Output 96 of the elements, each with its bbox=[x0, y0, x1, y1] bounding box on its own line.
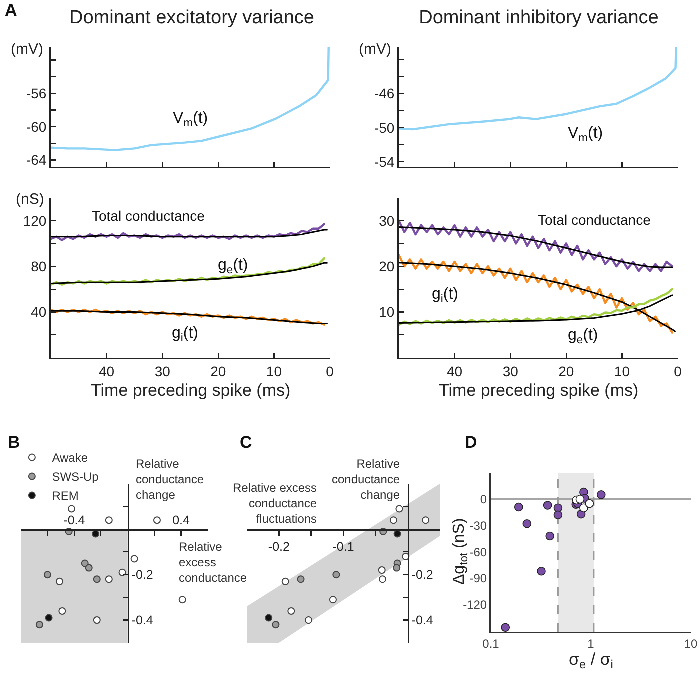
point bbox=[288, 607, 296, 615]
annotation: g$_{e}$(t) bbox=[568, 327, 598, 346]
y-tick-label: 20 bbox=[379, 258, 395, 274]
y-tick-label: -60 bbox=[470, 545, 488, 560]
x-axis-title: Time preceding spike (ms) bbox=[439, 381, 639, 400]
legend-label: REM bbox=[52, 489, 79, 504]
x-tick-label: 30 bbox=[502, 363, 519, 380]
point bbox=[393, 564, 401, 572]
y-tick-label: 0 bbox=[480, 492, 488, 507]
y-tick-label: 40 bbox=[31, 304, 47, 320]
chart-title: Dominant inhibitory variance bbox=[419, 8, 659, 29]
x-tick-label: 0.1 bbox=[482, 636, 500, 651]
x-tick-label: 20 bbox=[210, 363, 226, 380]
point bbox=[422, 516, 430, 524]
line-series bbox=[51, 257, 326, 286]
x-axis-title: Relative excess conductance bbox=[179, 540, 248, 586]
annotation: Total conductance bbox=[92, 208, 206, 224]
point bbox=[305, 616, 313, 624]
text: B bbox=[8, 433, 20, 452]
point bbox=[332, 571, 340, 579]
y-tick-label: -56 bbox=[26, 86, 47, 102]
x-tick-label: 20 bbox=[558, 363, 574, 380]
point bbox=[118, 568, 126, 576]
point bbox=[44, 571, 52, 579]
annotation: g$_{i}$(t) bbox=[172, 325, 199, 344]
y-tick-label: -60 bbox=[26, 118, 47, 135]
line-series bbox=[51, 229, 328, 238]
text: A bbox=[5, 1, 18, 20]
x-tick-label: 0 bbox=[674, 363, 682, 380]
x-tick-label: 0.4 bbox=[172, 513, 190, 528]
y-axis-title: (mV) bbox=[11, 41, 44, 58]
point bbox=[93, 616, 101, 624]
y-axis-title: Relative conductance change bbox=[332, 457, 400, 502]
y-tick-label: 30 bbox=[379, 212, 395, 229]
point bbox=[92, 530, 100, 538]
point bbox=[56, 578, 64, 586]
point bbox=[45, 614, 53, 622]
text: C bbox=[240, 433, 252, 452]
point bbox=[130, 555, 138, 563]
point bbox=[105, 576, 113, 584]
y-tick-label: -54 bbox=[374, 154, 395, 170]
y-tick-label: -64 bbox=[26, 152, 47, 168]
annotation: V$_{m}$(t) bbox=[173, 110, 208, 130]
x-tick-label: -0.1 bbox=[332, 540, 354, 554]
text: D bbox=[465, 433, 478, 452]
point bbox=[153, 516, 161, 524]
y-axis-title: Relative conductance change bbox=[136, 457, 204, 502]
point bbox=[272, 621, 280, 629]
point bbox=[85, 564, 93, 572]
point bbox=[396, 505, 404, 513]
x-axis-title: σ$_{e}$ / σ$_{i}$ bbox=[569, 650, 614, 672]
point bbox=[265, 614, 273, 622]
y-tick-label: -90 bbox=[470, 572, 488, 586]
x-tick-label: 40 bbox=[447, 363, 463, 380]
point bbox=[378, 566, 386, 574]
x-tick-label: 0 bbox=[326, 363, 334, 380]
x-tick-label: 10 bbox=[684, 636, 698, 651]
point bbox=[105, 516, 113, 524]
x-tick-label: 10 bbox=[266, 363, 282, 380]
x-axis-title: Time preceding spike (ms) bbox=[91, 381, 291, 400]
point bbox=[378, 576, 386, 584]
line-series bbox=[51, 47, 330, 152]
point bbox=[329, 596, 337, 604]
point bbox=[36, 621, 44, 629]
x-tick-label: 40 bbox=[99, 363, 115, 380]
y-tick-label: 10 bbox=[379, 304, 395, 320]
point bbox=[68, 505, 76, 513]
point bbox=[58, 607, 66, 615]
annotation: g$_{e}$(t) bbox=[218, 257, 248, 276]
point bbox=[93, 576, 101, 584]
y-axis-title: (nS) bbox=[16, 191, 44, 208]
legend-label: SWS-Up bbox=[52, 470, 100, 484]
point bbox=[282, 578, 290, 586]
y-tick-label: -120 bbox=[463, 598, 488, 612]
point bbox=[178, 596, 186, 604]
legend-label: Awake bbox=[52, 451, 88, 466]
chart-title: Dominant excitatory variance bbox=[70, 8, 314, 29]
y-tick-label: -30 bbox=[470, 518, 488, 533]
x-tick-label: 1 bbox=[588, 636, 595, 651]
annotation: g$_{i}$(t) bbox=[432, 286, 459, 306]
y-tick-label: -50 bbox=[374, 120, 395, 136]
y-tick-label: 80 bbox=[31, 258, 47, 274]
point bbox=[394, 530, 402, 538]
line-series bbox=[399, 288, 674, 326]
y-tick-label: -46 bbox=[374, 86, 395, 102]
x-tick-label: 10 bbox=[614, 363, 630, 380]
annotation: Total conductance bbox=[538, 212, 652, 228]
y-tick-label: 120 bbox=[23, 212, 47, 229]
annotation: V$_{m}$(t) bbox=[568, 125, 604, 144]
x-axis-title: Relative excess conductance fluctuations bbox=[233, 481, 318, 526]
x-tick-label: 30 bbox=[154, 363, 171, 380]
line-series bbox=[399, 226, 674, 268]
point bbox=[390, 516, 398, 524]
point bbox=[297, 576, 305, 584]
line-series bbox=[51, 223, 326, 242]
y-axis-title: (mV) bbox=[359, 41, 392, 58]
